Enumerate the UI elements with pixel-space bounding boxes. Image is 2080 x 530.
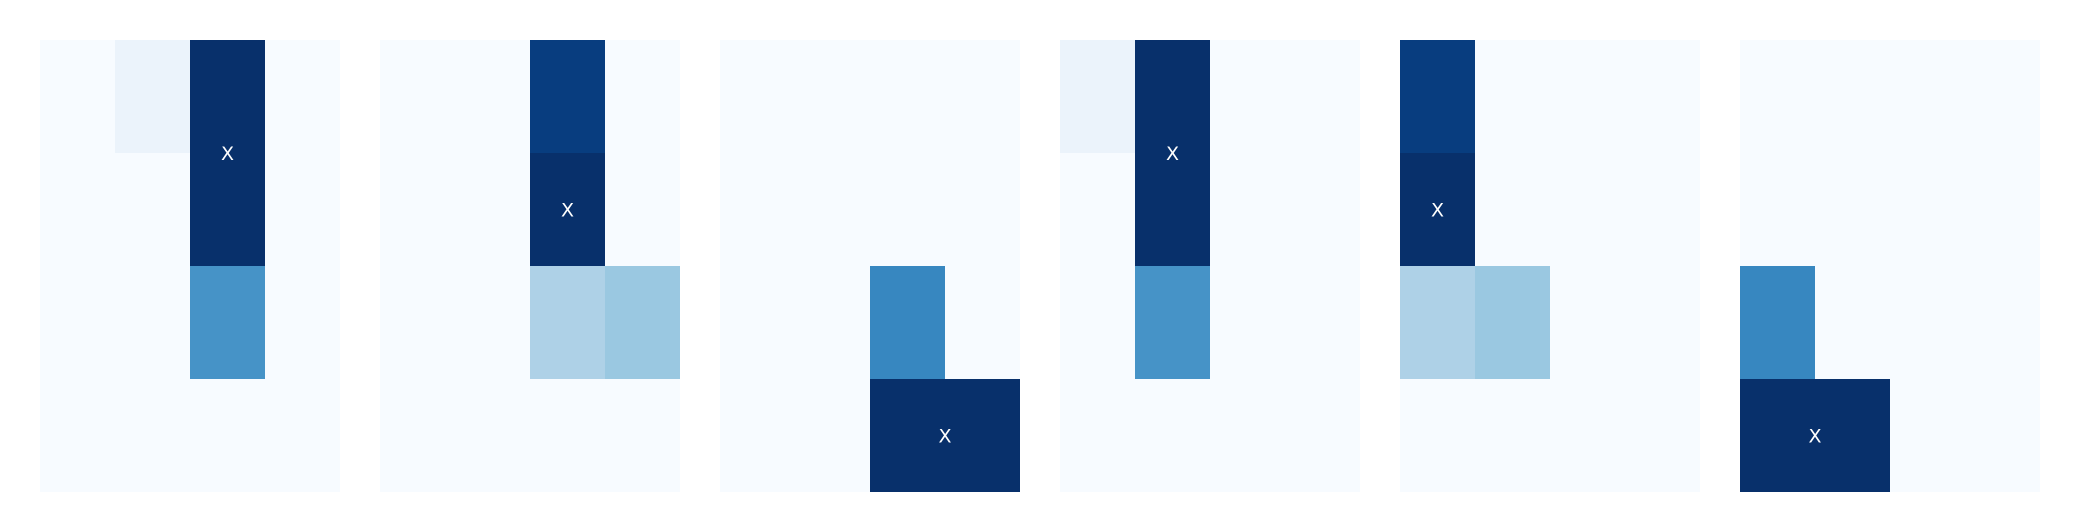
heatmap-merged-cell-6-1 <box>1740 379 1890 492</box>
heatmap-marker-5-2: X <box>1431 200 1444 222</box>
heatmap-cell-2-3 <box>530 266 605 379</box>
heatmap-panel-3: X <box>720 40 1020 492</box>
heatmap-cell-4-1 <box>1060 40 1135 153</box>
heatmap-cell-5-2 <box>1400 153 1475 266</box>
heatmap-marker-3-1: X <box>938 426 951 448</box>
heatmap-marker-1-1: X <box>221 143 234 165</box>
heatmap-cell-2-2 <box>530 153 605 266</box>
heatmap-cell-5-3 <box>1400 266 1475 379</box>
heatmap-panel-5: X <box>1400 40 1700 492</box>
heatmap-panel-2: X <box>380 40 680 492</box>
heatmap-cell-2-4 <box>605 266 680 379</box>
heatmap-panel-6: X <box>1740 40 2040 492</box>
heatmap-marker-4-1: X <box>1166 143 1179 165</box>
heatmap-merged-cell-3-1 <box>870 379 1020 492</box>
heatmap-merged-cell-4-1 <box>1135 40 1210 266</box>
heatmap-panel-1: X <box>40 40 340 492</box>
heatmap-cell-4-2 <box>1135 266 1210 379</box>
heatmap-cell-3-1 <box>870 266 945 379</box>
heatmap-panel-4: X <box>1060 40 1360 492</box>
heatmap-marker-6-1: X <box>1808 426 1821 448</box>
heatmap-merged-cell-1-1 <box>190 40 265 266</box>
heatmap-cell-2-1 <box>530 40 605 153</box>
heatmap-cell-5-1 <box>1400 40 1475 153</box>
heatmap-cell-5-4 <box>1475 266 1550 379</box>
heatmap-marker-2-2: X <box>561 200 574 222</box>
heatmap-cell-1-2 <box>190 266 265 379</box>
heatmap-cell-6-1 <box>1740 266 1815 379</box>
heatmap-cell-1-1 <box>115 40 190 153</box>
